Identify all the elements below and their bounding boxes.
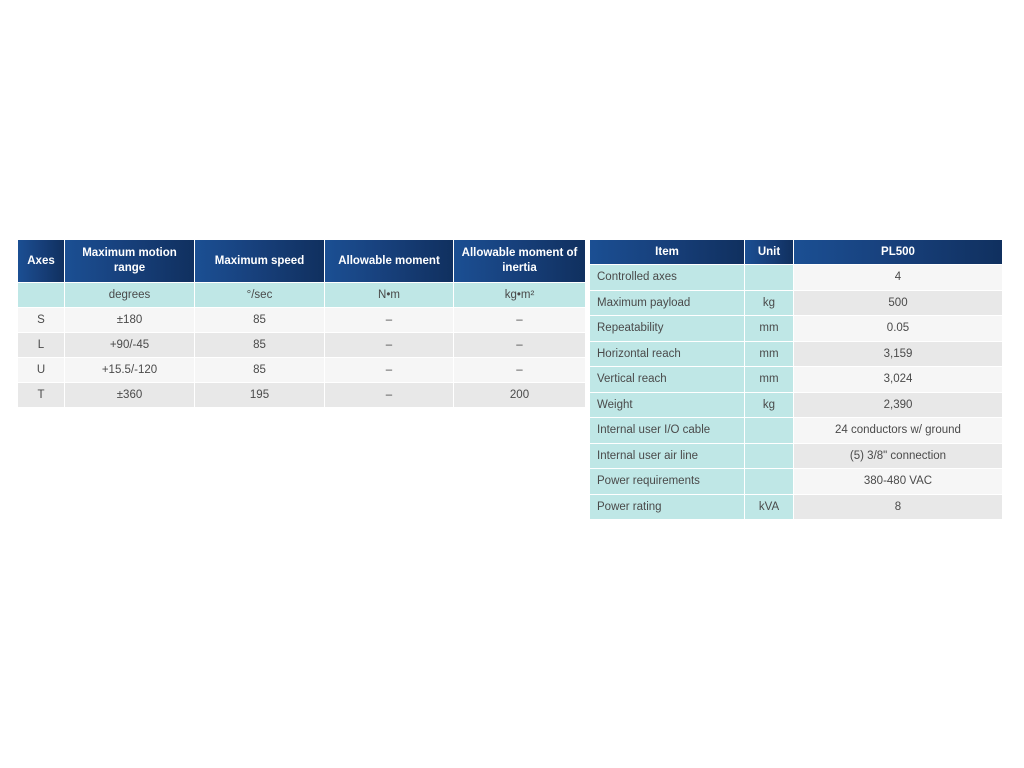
table-row: Power rating kVA 8 bbox=[590, 493, 1002, 519]
spec-unit: mm bbox=[745, 340, 794, 366]
units-row: degrees °/sec N•m kg•m² bbox=[18, 282, 585, 307]
moment-value: – bbox=[325, 307, 454, 332]
spec-item: Power rating bbox=[590, 493, 745, 519]
spec-unit bbox=[745, 442, 794, 468]
inertia-value: – bbox=[454, 332, 585, 357]
spec-value: 4 bbox=[794, 264, 1002, 290]
axes-specification-table: Axes Maximum motion range Maximum speed … bbox=[18, 240, 585, 407]
spec-value: 3,159 bbox=[794, 340, 1002, 366]
table-row: U +15.5/-120 85 – – bbox=[18, 357, 585, 382]
unit-cell: kg•m² bbox=[454, 282, 585, 307]
moment-value: – bbox=[325, 382, 454, 407]
spec-unit: kVA bbox=[745, 493, 794, 519]
header-max-speed: Maximum speed bbox=[195, 240, 325, 282]
spec-unit: kg bbox=[745, 391, 794, 417]
table-row: L +90/-45 85 – – bbox=[18, 332, 585, 357]
spec-unit bbox=[745, 417, 794, 443]
table-row: T ±360 195 – 200 bbox=[18, 382, 585, 407]
spec-value: 8 bbox=[794, 493, 1002, 519]
unit-cell bbox=[18, 282, 65, 307]
spec-value: 0.05 bbox=[794, 315, 1002, 341]
header-unit: Unit bbox=[745, 240, 794, 264]
header-allowable-moment-of-inertia: Allowable moment of inertia bbox=[454, 240, 585, 282]
axis-name: S bbox=[18, 307, 65, 332]
header-max-motion-range: Maximum motion range bbox=[65, 240, 195, 282]
axis-name: U bbox=[18, 357, 65, 382]
spec-unit: kg bbox=[745, 289, 794, 315]
table-row: Repeatability mm 0.05 bbox=[590, 315, 1002, 341]
spec-item: Maximum payload bbox=[590, 289, 745, 315]
spec-item: Controlled axes bbox=[590, 264, 745, 290]
header-allowable-moment: Allowable moment bbox=[325, 240, 454, 282]
spec-item: Weight bbox=[590, 391, 745, 417]
motion-range-value: ±180 bbox=[65, 307, 195, 332]
motion-range-value: ±360 bbox=[65, 382, 195, 407]
spec-value: (5) 3/8" connection bbox=[794, 442, 1002, 468]
spec-unit: mm bbox=[745, 315, 794, 341]
table-row: Controlled axes 4 bbox=[590, 264, 1002, 290]
table-row: S ±180 85 – – bbox=[18, 307, 585, 332]
inertia-value: – bbox=[454, 357, 585, 382]
unit-cell: degrees bbox=[65, 282, 195, 307]
spec-unit bbox=[745, 468, 794, 494]
inertia-value: 200 bbox=[454, 382, 585, 407]
spec-value: 24 conductors w/ ground bbox=[794, 417, 1002, 443]
table-row: Weight kg 2,390 bbox=[590, 391, 1002, 417]
table-row: Horizontal reach mm 3,159 bbox=[590, 340, 1002, 366]
spec-unit: mm bbox=[745, 366, 794, 392]
moment-value: – bbox=[325, 332, 454, 357]
pl500-specification-table: Item Unit PL500 Controlled axes 4 Maximu… bbox=[590, 240, 1002, 519]
speed-value: 195 bbox=[195, 382, 325, 407]
table-row: Power requirements 380-480 VAC bbox=[590, 468, 1002, 494]
spec-value: 3,024 bbox=[794, 366, 1002, 392]
spec-item: Horizontal reach bbox=[590, 340, 745, 366]
motion-range-value: +15.5/-120 bbox=[65, 357, 195, 382]
motion-range-value: +90/-45 bbox=[65, 332, 195, 357]
spec-value: 2,390 bbox=[794, 391, 1002, 417]
spec-item: Internal user air line bbox=[590, 442, 745, 468]
unit-cell: °/sec bbox=[195, 282, 325, 307]
spec-unit bbox=[745, 264, 794, 290]
header-item: Item bbox=[590, 240, 745, 264]
spec-item: Repeatability bbox=[590, 315, 745, 341]
moment-value: – bbox=[325, 357, 454, 382]
spec-value: 380-480 VAC bbox=[794, 468, 1002, 494]
header-axes: Axes bbox=[18, 240, 65, 282]
table-row: Internal user air line (5) 3/8" connecti… bbox=[590, 442, 1002, 468]
spec-value: 500 bbox=[794, 289, 1002, 315]
axis-name: L bbox=[18, 332, 65, 357]
axes-table-header-row: Axes Maximum motion range Maximum speed … bbox=[18, 240, 585, 282]
speed-value: 85 bbox=[195, 307, 325, 332]
unit-cell: N•m bbox=[325, 282, 454, 307]
table-row: Internal user I/O cable 24 conductors w/… bbox=[590, 417, 1002, 443]
table-row: Maximum payload kg 500 bbox=[590, 289, 1002, 315]
header-model: PL500 bbox=[794, 240, 1002, 264]
spec-item: Power requirements bbox=[590, 468, 745, 494]
axis-name: T bbox=[18, 382, 65, 407]
spec-table-header-row: Item Unit PL500 bbox=[590, 240, 1002, 264]
spec-item: Internal user I/O cable bbox=[590, 417, 745, 443]
table-row: Vertical reach mm 3,024 bbox=[590, 366, 1002, 392]
speed-value: 85 bbox=[195, 357, 325, 382]
spec-item: Vertical reach bbox=[590, 366, 745, 392]
speed-value: 85 bbox=[195, 332, 325, 357]
inertia-value: – bbox=[454, 307, 585, 332]
